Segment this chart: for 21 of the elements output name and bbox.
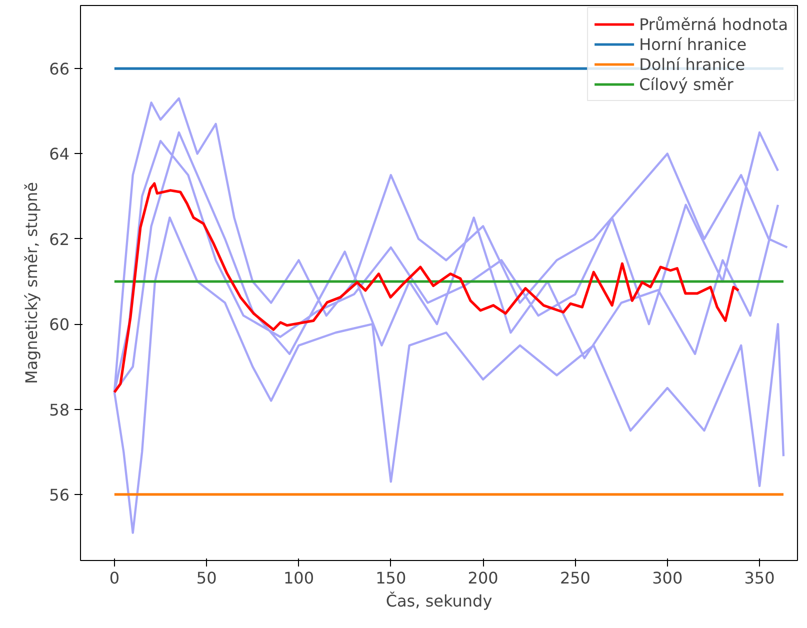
- y-tick-label: 62: [49, 230, 70, 249]
- x-tick-label: 150: [376, 568, 406, 588]
- x-tick-label: 0: [109, 568, 120, 588]
- y-tick-label: 58: [49, 400, 70, 420]
- y-tick-label: 66: [49, 60, 70, 79]
- legend-label: Průměrná hodnota: [639, 14, 788, 34]
- legend-label: Dolní hranice: [639, 54, 746, 74]
- line-series: [113, 182, 740, 394]
- y-tick-label: 60: [49, 315, 70, 334]
- x-tick-label: 350: [744, 568, 775, 588]
- x-tick-label: 300: [652, 568, 683, 588]
- y-tick-label: 56: [49, 485, 70, 504]
- legend-label: Cílový směr: [639, 74, 734, 94]
- y-axis-title: Magnetický směr, stupně: [22, 182, 42, 384]
- x-tick-label: 200: [468, 568, 498, 588]
- x-tick-label: 250: [560, 568, 590, 588]
- x-tick-label: 100: [283, 568, 314, 588]
- legend-label: Horní hranice: [639, 34, 747, 54]
- x-axis-title: Čas, sekundy: [386, 592, 492, 610]
- x-tick-label: 50: [196, 568, 217, 588]
- y-tick-label: 64: [49, 144, 70, 164]
